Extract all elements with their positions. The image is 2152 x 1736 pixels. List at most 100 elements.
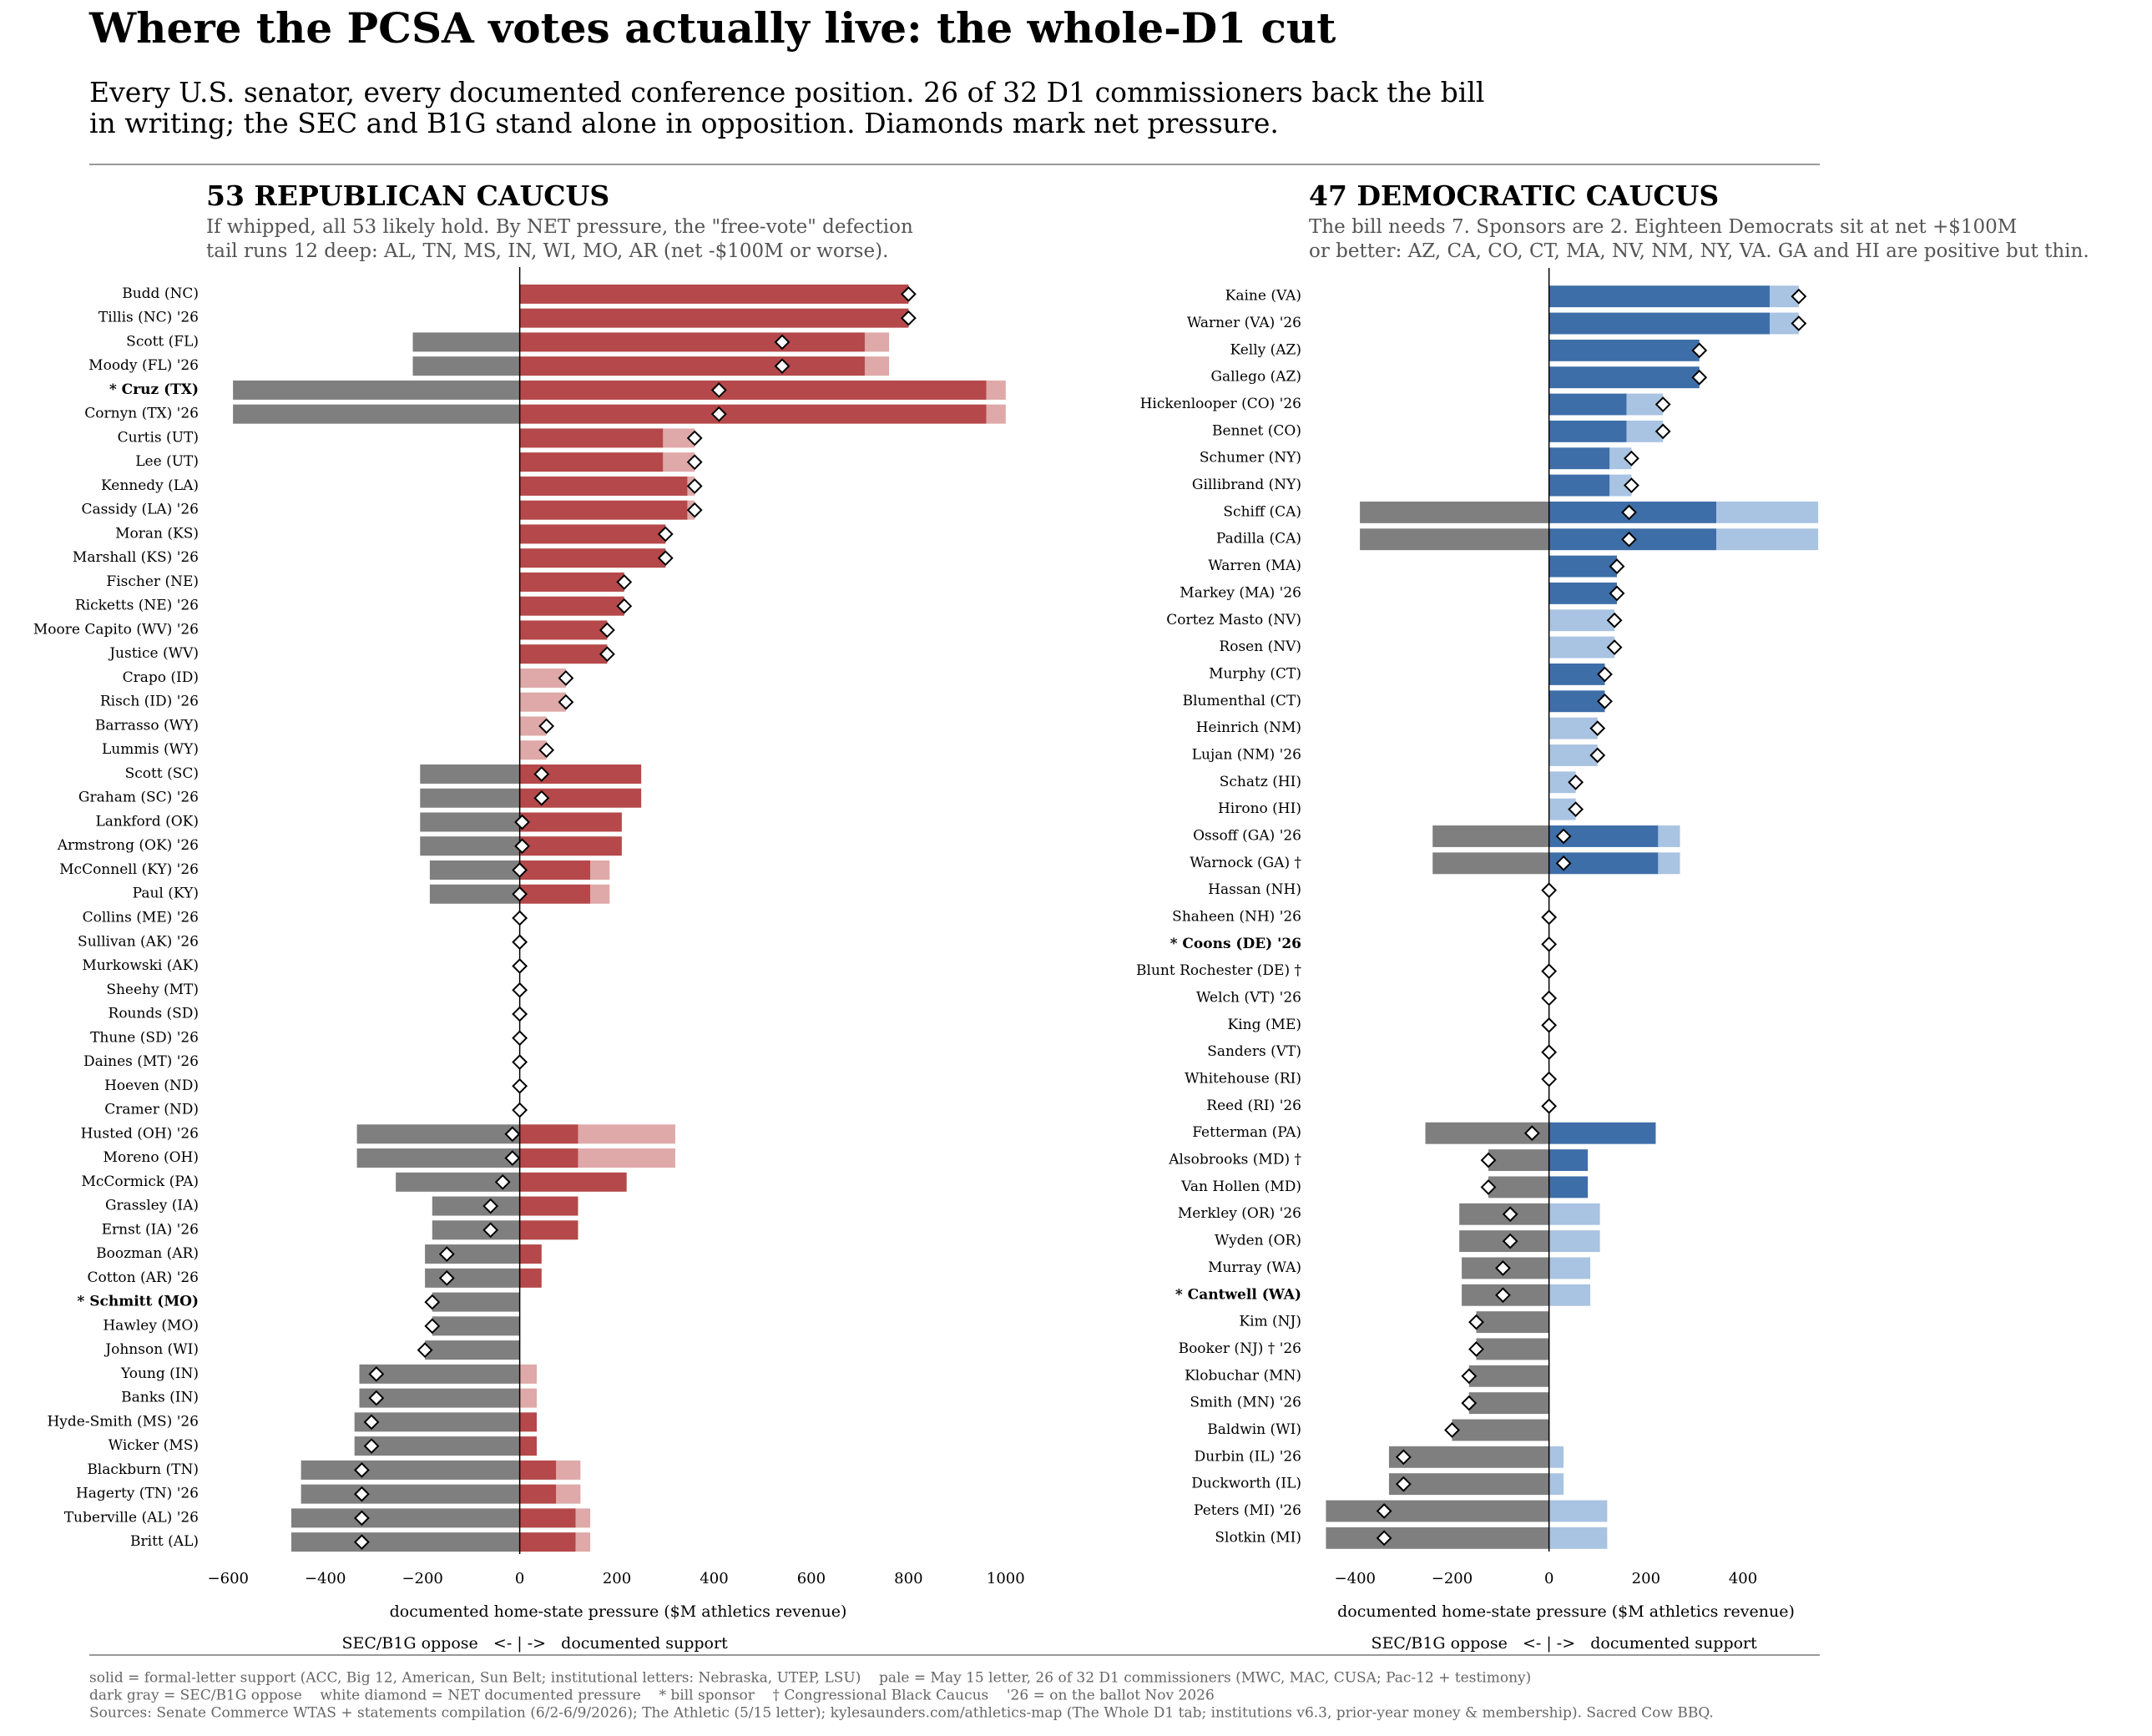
pale-support-bar xyxy=(986,404,1006,424)
row-label: Blunt Rochester (DE) † xyxy=(1136,962,1301,979)
row-label: Young (IN) xyxy=(120,1365,199,1382)
net-diamond xyxy=(512,1006,528,1022)
pale-support-bar xyxy=(519,692,566,712)
oppose-bar xyxy=(1476,1311,1549,1334)
net-diamond xyxy=(512,910,528,926)
row-label: Welch (VT) '26 xyxy=(1196,990,1301,1007)
net-diamond xyxy=(533,790,550,806)
x-tick-label: −200 xyxy=(402,1570,442,1587)
x-tick-label: 600 xyxy=(797,1570,826,1587)
row-label: Sheehy (MT) xyxy=(106,982,199,998)
pale-support-bar xyxy=(578,1148,675,1168)
oppose-bar xyxy=(396,1172,520,1192)
subtitle-line: Every U.S. senator, every documented con… xyxy=(89,76,1484,108)
net-diamond xyxy=(616,598,633,614)
solid-support-bar xyxy=(1548,1122,1656,1144)
net-diamond xyxy=(1606,612,1623,628)
solid-support-bar xyxy=(519,332,865,352)
net-diamond xyxy=(512,982,528,998)
panel-subtitle: If whipped, all 53 likely hold. By NET p… xyxy=(206,216,913,238)
row-label: Blackburn (TN) xyxy=(87,1461,199,1478)
net-diamond xyxy=(1589,747,1606,764)
net-diamond xyxy=(504,1150,521,1166)
row-label: Kennedy (LA) xyxy=(101,477,199,494)
x-tick-label: 0 xyxy=(1544,1570,1553,1587)
net-diamond xyxy=(1597,693,1613,709)
net-diamond xyxy=(494,1173,511,1190)
row-label: Paul (KY) xyxy=(133,886,199,902)
net-diamond xyxy=(1555,828,1572,845)
pale-support-bar xyxy=(663,452,695,472)
oppose-bar xyxy=(432,1292,520,1312)
pale-support-bar xyxy=(1658,852,1680,875)
oppose-bar xyxy=(1468,1392,1549,1415)
oppose-bar xyxy=(233,404,520,424)
solid-support-bar xyxy=(519,572,624,592)
solid-support-bar xyxy=(519,404,987,424)
oppose-bar xyxy=(1360,528,1549,551)
solid-support-bar xyxy=(1548,312,1770,335)
net-diamond xyxy=(1609,585,1625,602)
net-diamond xyxy=(1444,1422,1460,1438)
row-label: Marshall (KS) '26 xyxy=(73,549,199,566)
net-diamond xyxy=(1495,1287,1511,1304)
net-diamond xyxy=(1624,450,1639,467)
pale-support-bar xyxy=(578,1124,675,1144)
solid-support-bar xyxy=(1548,1149,1589,1171)
net-diamond xyxy=(1541,1071,1558,1088)
net-diamond xyxy=(512,958,528,974)
row-label: King (ME) xyxy=(1228,1017,1301,1033)
pale-support-bar xyxy=(519,740,547,760)
row-label: Shaheen (NH) '26 xyxy=(1172,909,1301,926)
row-label: Durbin (IL) '26 xyxy=(1195,1448,1301,1465)
row-label: Hyde-Smith (MS) '26 xyxy=(47,1413,199,1430)
solid-support-bar xyxy=(519,308,909,328)
solid-support-bar xyxy=(519,284,909,304)
solid-support-bar xyxy=(519,1196,578,1216)
panel-subtitle: The bill needs 7. Sponsors are 2. Eighte… xyxy=(1309,216,2017,238)
row-label: Boozman (AR) xyxy=(96,1245,199,1262)
row-label: Peters (MI) '26 xyxy=(1194,1502,1301,1519)
pale-support-bar xyxy=(864,332,890,352)
panel-title: 47 DEMOCRATIC CAUCUS xyxy=(1309,179,1719,212)
pale-support-bar xyxy=(590,860,610,880)
pale-support-bar xyxy=(1548,717,1598,739)
oppose-bar xyxy=(1432,852,1549,875)
net-diamond xyxy=(1541,936,1558,952)
net-diamond xyxy=(368,1390,385,1406)
oppose-bar xyxy=(1388,1446,1549,1468)
net-diamond xyxy=(1376,1503,1392,1519)
net-diamond xyxy=(514,814,530,830)
row-label: Sanders (VT) xyxy=(1207,1043,1301,1060)
solid-support-bar xyxy=(1548,474,1610,497)
net-diamond xyxy=(1541,990,1558,1007)
oppose-bar xyxy=(1360,501,1549,523)
row-label: Duckworth (IL) xyxy=(1191,1476,1301,1492)
oppose-bar xyxy=(412,332,520,352)
row-label: Warnock (GA) † xyxy=(1190,855,1301,871)
net-diamond xyxy=(558,694,574,710)
net-diamond xyxy=(686,502,703,518)
oppose-bar xyxy=(1468,1365,1549,1387)
pale-support-bar xyxy=(519,1364,537,1384)
net-diamond xyxy=(1568,801,1584,818)
net-diamond xyxy=(774,358,791,375)
solid-support-bar xyxy=(519,812,622,832)
pale-support-bar xyxy=(1548,1284,1591,1306)
row-label: McCormick (PA) xyxy=(82,1173,200,1190)
oppose-bar xyxy=(301,1484,520,1504)
row-label: Kaine (VA) xyxy=(1225,288,1301,305)
net-diamond xyxy=(1395,1476,1412,1492)
x-tick-label: 800 xyxy=(894,1570,922,1587)
row-label: Murkowski (AK) xyxy=(82,957,199,974)
row-label: Smith (MN) '26 xyxy=(1190,1395,1301,1411)
row-label: Britt (AL) xyxy=(130,1533,199,1550)
net-diamond xyxy=(353,1510,370,1527)
row-label: Justice (WV) xyxy=(108,645,199,662)
solid-support-bar xyxy=(519,860,591,880)
net-diamond xyxy=(900,285,917,302)
pale-support-bar xyxy=(1548,636,1615,659)
solid-support-bar xyxy=(519,524,666,544)
row-label: Hickenlooper (CO) '26 xyxy=(1140,396,1301,412)
oppose-bar xyxy=(1476,1338,1549,1360)
